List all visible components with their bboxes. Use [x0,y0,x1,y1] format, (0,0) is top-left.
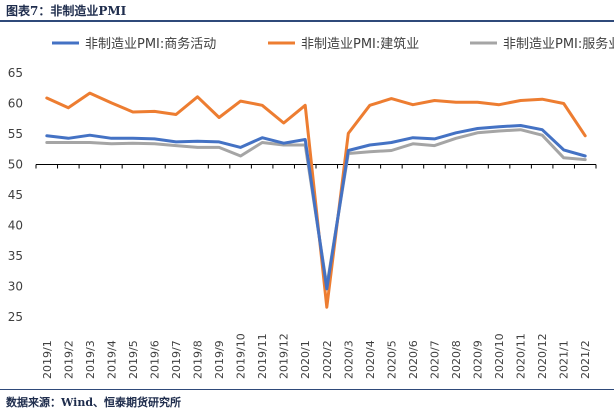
x-tick-label: 2019/12 [278,333,291,379]
x-tick-label: 2020/10 [493,333,506,379]
y-tick-label: 60 [8,97,23,111]
x-tick-label: 2019/3 [84,340,97,379]
x-tick-label: 2021/1 [558,340,571,379]
x-tick-label: 2020/3 [342,340,355,379]
source-divider [0,389,614,390]
x-tick-label: 2019/8 [192,340,205,379]
x-tick-label: 2020/8 [450,340,463,379]
y-tick-label: 30 [8,280,23,294]
x-tick-label: 2020/4 [364,340,377,379]
y-axis-ticks: 25 30 35 40 45 50 55 60 65 [8,66,23,324]
x-tick-label: 2021/2 [579,340,592,379]
x-tick-label: 2020/7 [428,340,441,379]
title-divider [0,20,614,22]
x-tick-label: 2020/6 [407,340,420,379]
x-tick-label: 2020/12 [536,333,549,379]
x-tick-label: 2019/7 [170,340,183,379]
x-tick-label: 2020/2 [321,340,334,379]
y-tick-label: 50 [8,158,23,172]
y-tick-label: 55 [8,127,23,141]
legend-label: 非制造业PMI:服务业 [503,36,614,52]
x-axis: 2019/1 2019/2 2019/3 2019/4 2019/5 2019/6 2019… [35,164,597,379]
x-tick-label: 2019/5 [127,340,140,379]
y-tick-label: 45 [8,188,23,202]
series-lines [45,91,587,309]
y-tick-label: 35 [8,249,23,263]
legend-label: 非制造业PMI:商务活动 [85,36,216,52]
x-tick-label: 2020/11 [515,333,528,379]
x-tick-label: 2019/6 [148,340,161,379]
x-tick-label: 2019/9 [213,340,226,379]
x-tick-label: 2019/10 [235,333,248,379]
y-tick-label: 65 [8,66,23,80]
x-tick-label: 2020/5 [385,340,398,379]
legend-label: 非制造业PMI:建筑业 [301,36,419,52]
x-tick-label: 2019/2 [62,340,75,379]
series-line [45,124,587,291]
figure-title: 图表7：非制造业PMI [6,4,127,18]
x-tick-label: 2019/4 [105,340,118,379]
line-chart: 非制造业PMI:商务活动 非制造业PMI:建筑业 非制造业PMI:服务业 25 30 3… [8,36,614,379]
source-note: 数据来源：Wind、恒泰期货研究所 [6,396,182,409]
x-tick-label: 2020/1 [299,340,312,379]
y-tick-label: 25 [8,310,23,324]
legend: 非制造业PMI:商务活动 非制造业PMI:建筑业 非制造业PMI:服务业 [52,36,614,52]
x-tick-label: 2019/1 [41,340,54,379]
x-tick-label: 2019/11 [256,333,269,379]
y-tick-label: 40 [8,219,23,233]
x-tick-label: 2020/9 [472,340,485,379]
